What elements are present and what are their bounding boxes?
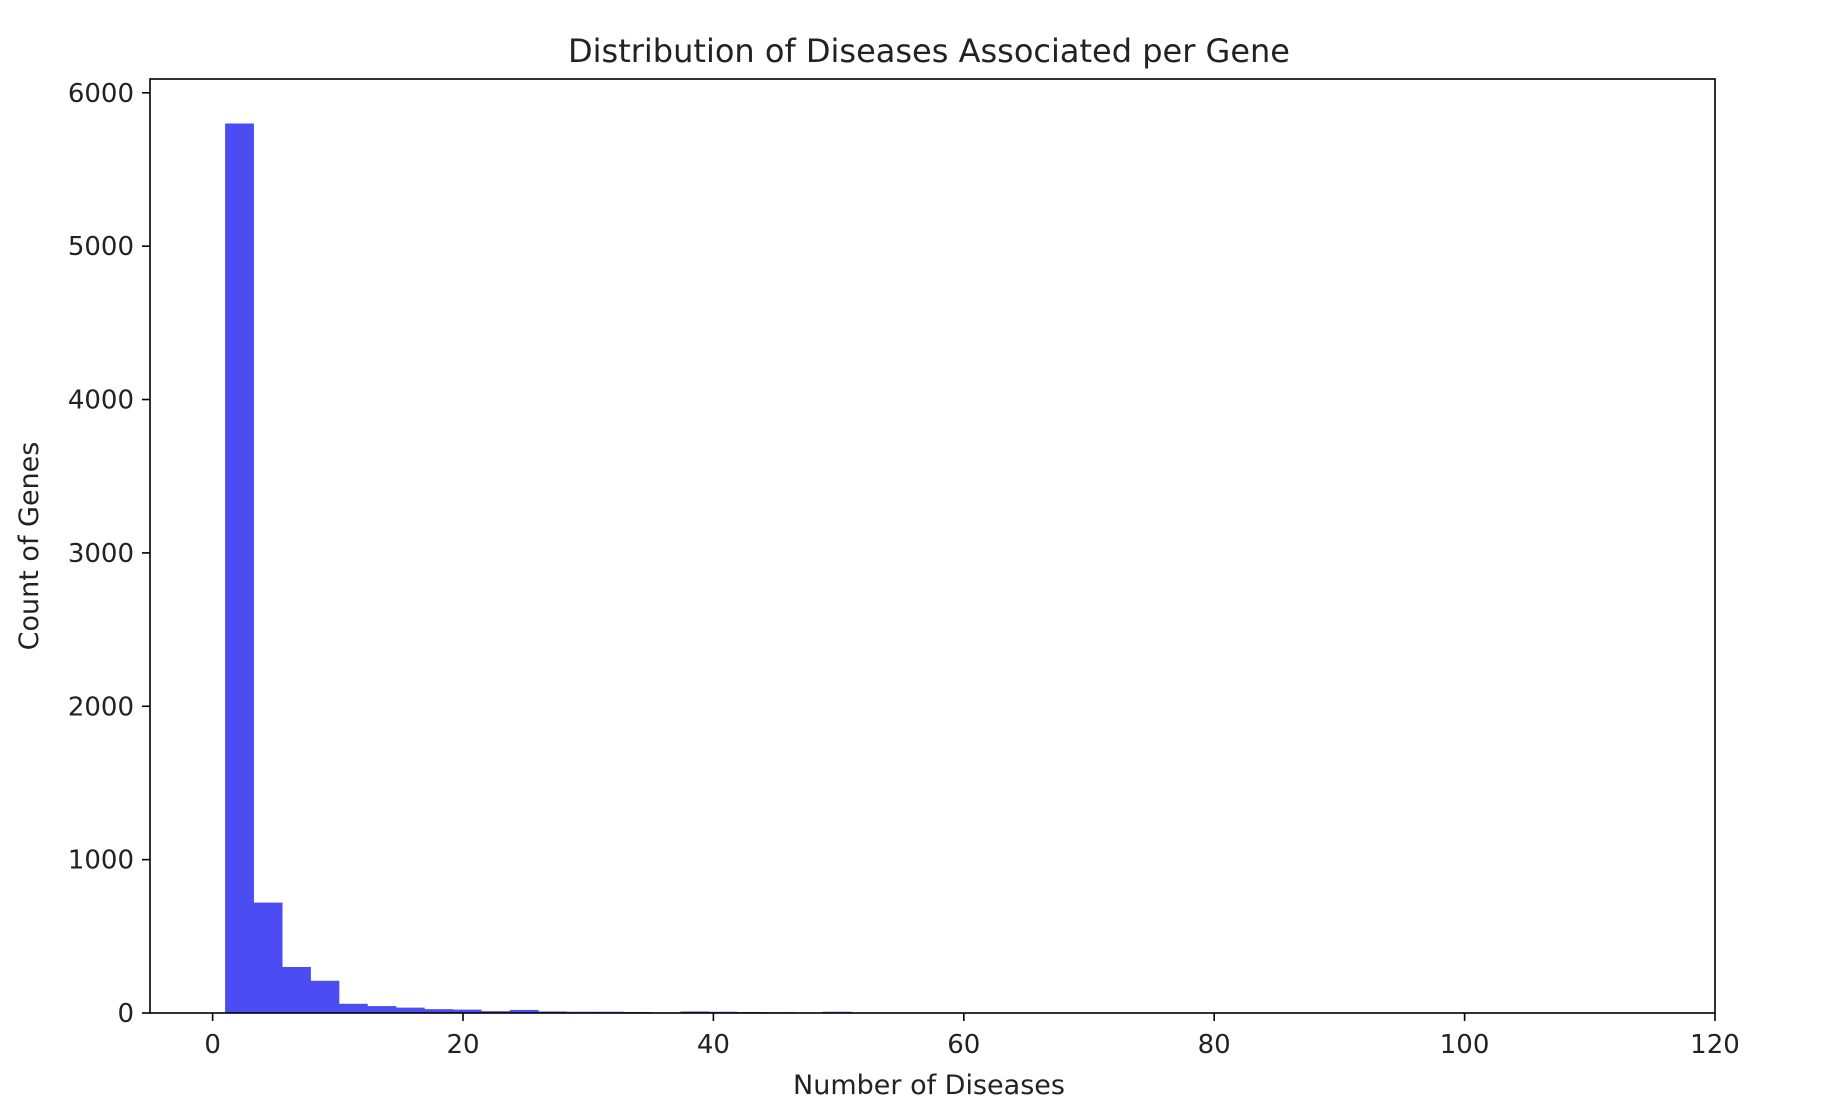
histogram-bar <box>225 123 254 1014</box>
histogram-bar <box>395 1007 425 1013</box>
y-axis-ticks: 0 1000 2000 3000 4000 5000 6000 <box>68 79 150 1029</box>
x-tick-label: 80 <box>1198 1030 1231 1060</box>
y-tick-label: 4000 <box>68 386 134 416</box>
x-axis-ticks: 0 20 40 60 80 100 120 <box>204 1013 1740 1060</box>
x-tick-label: 60 <box>947 1030 980 1060</box>
y-tick-label: 3000 <box>68 539 134 569</box>
y-tick-label: 2000 <box>68 692 134 722</box>
plot-frame <box>149 78 1716 1014</box>
histogram-bar <box>338 1003 368 1013</box>
bars-layer <box>225 123 852 1014</box>
y-axis-title: Count of Genes <box>14 442 45 651</box>
histogram-bar <box>452 1009 482 1013</box>
y-tick-label: 1000 <box>68 846 134 876</box>
chart-title: Distribution of Diseases Associated per … <box>568 32 1290 70</box>
y-tick-label: 6000 <box>68 79 134 109</box>
histogram-bar <box>481 1011 511 1013</box>
x-tick-label: 0 <box>204 1030 221 1060</box>
x-tick-label: 120 <box>1690 1030 1740 1060</box>
y-tick-label: 5000 <box>68 232 134 262</box>
histogram-bar <box>282 966 311 1013</box>
x-axis-title: Number of Diseases <box>793 1070 1065 1098</box>
x-tick-label: 40 <box>697 1030 730 1060</box>
y-tick-label: 0 <box>117 999 134 1029</box>
histogram-bar <box>253 902 283 1013</box>
x-tick-label: 100 <box>1440 1030 1490 1060</box>
histogram-bar <box>367 1006 397 1013</box>
histogram-bar <box>424 1009 454 1013</box>
x-tick-label: 20 <box>446 1030 479 1060</box>
histogram-bar <box>509 1009 539 1013</box>
histogram-bar <box>310 980 340 1013</box>
